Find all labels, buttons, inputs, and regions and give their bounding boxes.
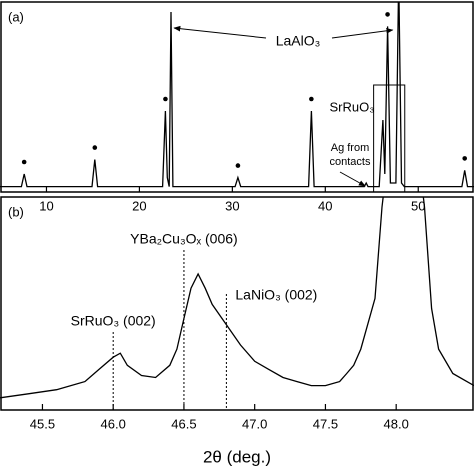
annotation: contacts xyxy=(330,156,371,168)
plot-frame xyxy=(0,196,474,411)
x-tick-label: 48.0 xyxy=(384,416,409,431)
x-tick-label: 20 xyxy=(132,198,146,213)
x-tick-label: 10 xyxy=(39,198,53,213)
peak-marker xyxy=(462,156,468,161)
x-tick-label: 40 xyxy=(318,198,332,213)
x-tick-label: 46.0 xyxy=(101,416,126,431)
x-tick-label: 30 xyxy=(225,198,239,213)
x-tick-label: 47.5 xyxy=(313,416,338,431)
plot-area xyxy=(0,2,474,188)
panel-label: (b) xyxy=(8,204,24,219)
arrow xyxy=(339,171,366,187)
annotation: LaAlO₃ xyxy=(276,33,321,49)
spectrum-line xyxy=(0,197,474,399)
peak-marker xyxy=(21,159,27,165)
annotation: YBa₂Cu₃Oₓ (006) xyxy=(130,231,238,247)
annotation: LaNiO₃ (002) xyxy=(235,287,317,303)
panel-label: (a) xyxy=(8,9,24,24)
peak-marker xyxy=(235,163,241,168)
arrow xyxy=(331,28,394,39)
annotation: SrRuO₃ (002) xyxy=(71,313,156,329)
x-tick-label: 45.5 xyxy=(30,416,55,431)
x-tick-label: 46.5 xyxy=(171,416,196,431)
arrow xyxy=(173,25,267,39)
plot-area xyxy=(0,197,474,399)
peak-marker xyxy=(92,145,98,150)
x-tick-label: 47.0 xyxy=(242,416,267,431)
peak-marker xyxy=(163,96,168,102)
plot-frame xyxy=(0,1,474,193)
peak-marker xyxy=(385,12,390,17)
annotation: SrRuO₃ xyxy=(329,99,374,114)
zoom-box xyxy=(373,84,406,193)
x-axis-label: 2θ (deg.) xyxy=(203,447,271,466)
spectrum-line xyxy=(0,2,474,188)
annotation: Ag from xyxy=(331,142,370,154)
peak-marker xyxy=(309,96,314,102)
x-tick-label: 50 xyxy=(411,198,425,213)
